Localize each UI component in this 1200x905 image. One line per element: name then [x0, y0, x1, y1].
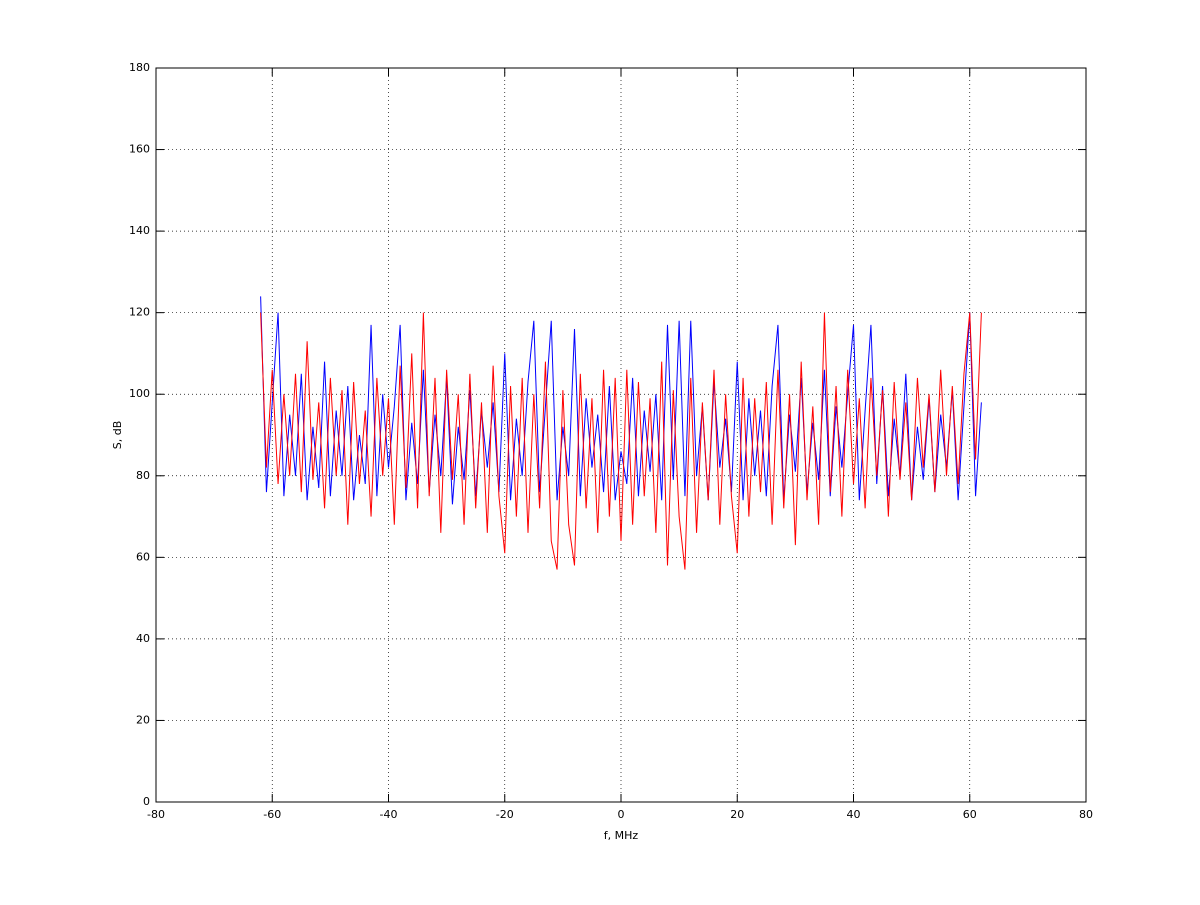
x-tick-label: -40	[380, 808, 398, 821]
y-tick-label: 80	[136, 469, 150, 482]
y-tick-label: 0	[143, 795, 150, 808]
y-tick-label: 180	[129, 61, 150, 74]
x-tick-label: -20	[496, 808, 514, 821]
y-tick-label: 60	[136, 550, 150, 563]
y-tick-label: 40	[136, 632, 150, 645]
x-tick-label: -80	[147, 808, 165, 821]
x-tick-label: 20	[730, 808, 744, 821]
x-tick-label: 40	[847, 808, 861, 821]
series-line	[260, 312, 982, 570]
y-tick-label: 120	[129, 306, 150, 319]
x-tick-label: 80	[1079, 808, 1093, 821]
plot-area	[156, 68, 1086, 802]
x-tick-label: -60	[263, 808, 281, 821]
x-axis-label: f, MHz	[604, 829, 639, 842]
y-tick-label: 100	[129, 387, 150, 400]
y-tick-label: 20	[136, 713, 150, 726]
x-tick-label: 0	[618, 808, 625, 821]
y-tick-label: 140	[129, 224, 150, 237]
series-line	[260, 296, 982, 505]
y-tick-label: 160	[129, 143, 150, 156]
axes-box	[155, 67, 1087, 803]
y-axis-label: S, dB	[111, 421, 124, 450]
x-tick-label: 60	[963, 808, 977, 821]
